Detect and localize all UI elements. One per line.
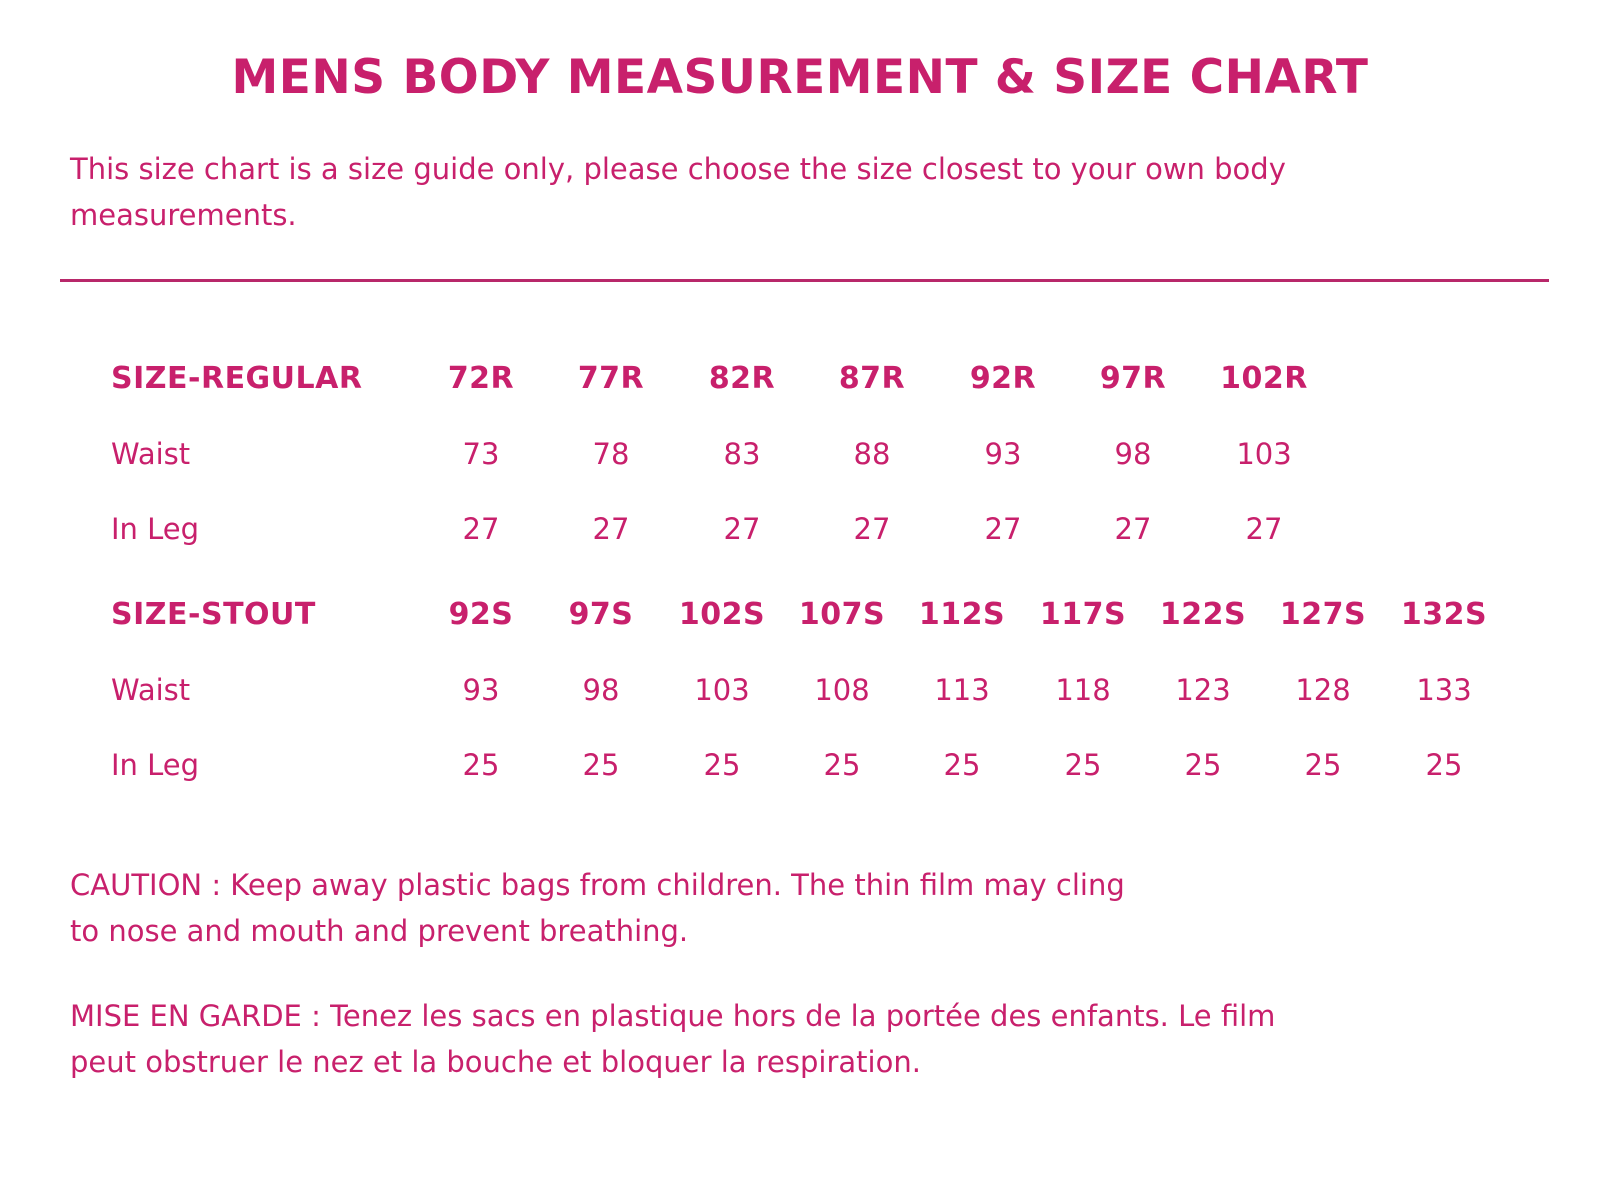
regular-inleg-cell: 27 [1114, 512, 1152, 546]
regular-waist-cell: 98 [1114, 437, 1152, 471]
intro-text: This size chart is a size guide only, pl… [70, 146, 1370, 238]
regular-inleg-row: In Leg 27 27 27 27 27 27 27 [0, 512, 1600, 552]
regular-inleg-cell: 27 [984, 512, 1022, 546]
mise-line-1: MISE EN GARDE : Tenez les sacs en plasti… [70, 999, 1276, 1033]
stout-waist-cell: 118 [1055, 673, 1111, 707]
stout-inleg-cell: 25 [703, 748, 741, 782]
intro-line-2: measurements. [70, 198, 297, 232]
regular-waist-label: Waist [111, 437, 191, 471]
stout-waist-row: Waist 93 98 103 108 113 118 123 128 133 [0, 673, 1600, 713]
regular-waist-row: Waist 73 78 83 88 93 98 103 [0, 437, 1600, 477]
stout-waist-cell: 93 [462, 673, 500, 707]
regular-inleg-cell: 27 [462, 512, 500, 546]
regular-waist-cell: 83 [723, 437, 761, 471]
regular-waist-cell: 73 [462, 437, 500, 471]
stout-size-row: SIZE-STOUT 92S 97S 102S 107S 112S 117S 1… [0, 597, 1600, 637]
stout-waist-cell: 123 [1175, 673, 1231, 707]
stout-size-cell: 132S [1400, 597, 1488, 632]
stout-inleg-row: In Leg 25 25 25 25 25 25 25 25 25 [0, 748, 1600, 788]
stout-size-cell: 97S [568, 597, 634, 632]
regular-inleg-cell: 27 [723, 512, 761, 546]
stout-size-cell: 127S [1279, 597, 1367, 632]
regular-size-cell: 82R [708, 361, 776, 396]
regular-inleg-cell: 27 [1245, 512, 1283, 546]
regular-size-row: SIZE-REGULAR 72R 77R 82R 87R 92R 97R 102… [0, 361, 1600, 401]
stout-inleg-cell: 25 [582, 748, 620, 782]
stout-waist-cell: 128 [1295, 673, 1351, 707]
stout-size-cell: 92S [448, 597, 514, 632]
regular-waist-cell: 78 [592, 437, 630, 471]
regular-size-header: SIZE-REGULAR [111, 361, 363, 396]
caution-line-2: to nose and mouth and prevent breathing. [70, 914, 689, 948]
regular-size-cell: 72R [447, 361, 515, 396]
stout-waist-cell: 103 [694, 673, 750, 707]
stout-size-header: SIZE-STOUT [111, 597, 316, 632]
stout-size-cell: 102S [678, 597, 766, 632]
regular-size-cell: 77R [577, 361, 645, 396]
stout-inleg-cell: 25 [1064, 748, 1102, 782]
stout-inleg-cell: 25 [462, 748, 500, 782]
stout-inleg-cell: 25 [1425, 748, 1463, 782]
page-title: MENS BODY MEASUREMENT & SIZE CHART [231, 50, 1369, 105]
regular-size-cell: 92R [969, 361, 1037, 396]
caution-note: CAUTION : Keep away plastic bags from ch… [70, 862, 1420, 954]
caution-line-1: CAUTION : Keep away plastic bags from ch… [70, 868, 1125, 902]
mise-line-2: peut obstruer le nez et la bouche et blo… [70, 1045, 921, 1079]
mise-en-garde-note: MISE EN GARDE : Tenez les sacs en plasti… [70, 993, 1420, 1085]
regular-inleg-cell: 27 [853, 512, 891, 546]
regular-inleg-cell: 27 [592, 512, 630, 546]
stout-inleg-cell: 25 [823, 748, 861, 782]
stout-waist-cell: 133 [1416, 673, 1472, 707]
intro-line-1: This size chart is a size guide only, pl… [70, 152, 1286, 186]
stout-size-cell: 112S [918, 597, 1006, 632]
stout-size-cell: 122S [1159, 597, 1247, 632]
stout-waist-cell: 98 [582, 673, 620, 707]
stout-waist-cell: 108 [814, 673, 870, 707]
stout-waist-label: Waist [111, 673, 191, 707]
stout-inleg-cell: 25 [943, 748, 981, 782]
stout-inleg-label: In Leg [111, 748, 200, 782]
stout-inleg-cell: 25 [1304, 748, 1342, 782]
regular-waist-cell: 103 [1236, 437, 1292, 471]
regular-waist-cell: 88 [853, 437, 891, 471]
stout-size-cell: 107S [798, 597, 886, 632]
regular-size-cell: 102R [1220, 361, 1308, 396]
stout-size-cell: 117S [1039, 597, 1127, 632]
regular-waist-cell: 93 [984, 437, 1022, 471]
regular-inleg-label: In Leg [111, 512, 200, 546]
stout-inleg-cell: 25 [1184, 748, 1222, 782]
regular-size-cell: 87R [838, 361, 906, 396]
stout-waist-cell: 113 [934, 673, 990, 707]
divider-rule [60, 279, 1549, 282]
regular-size-cell: 97R [1099, 361, 1167, 396]
